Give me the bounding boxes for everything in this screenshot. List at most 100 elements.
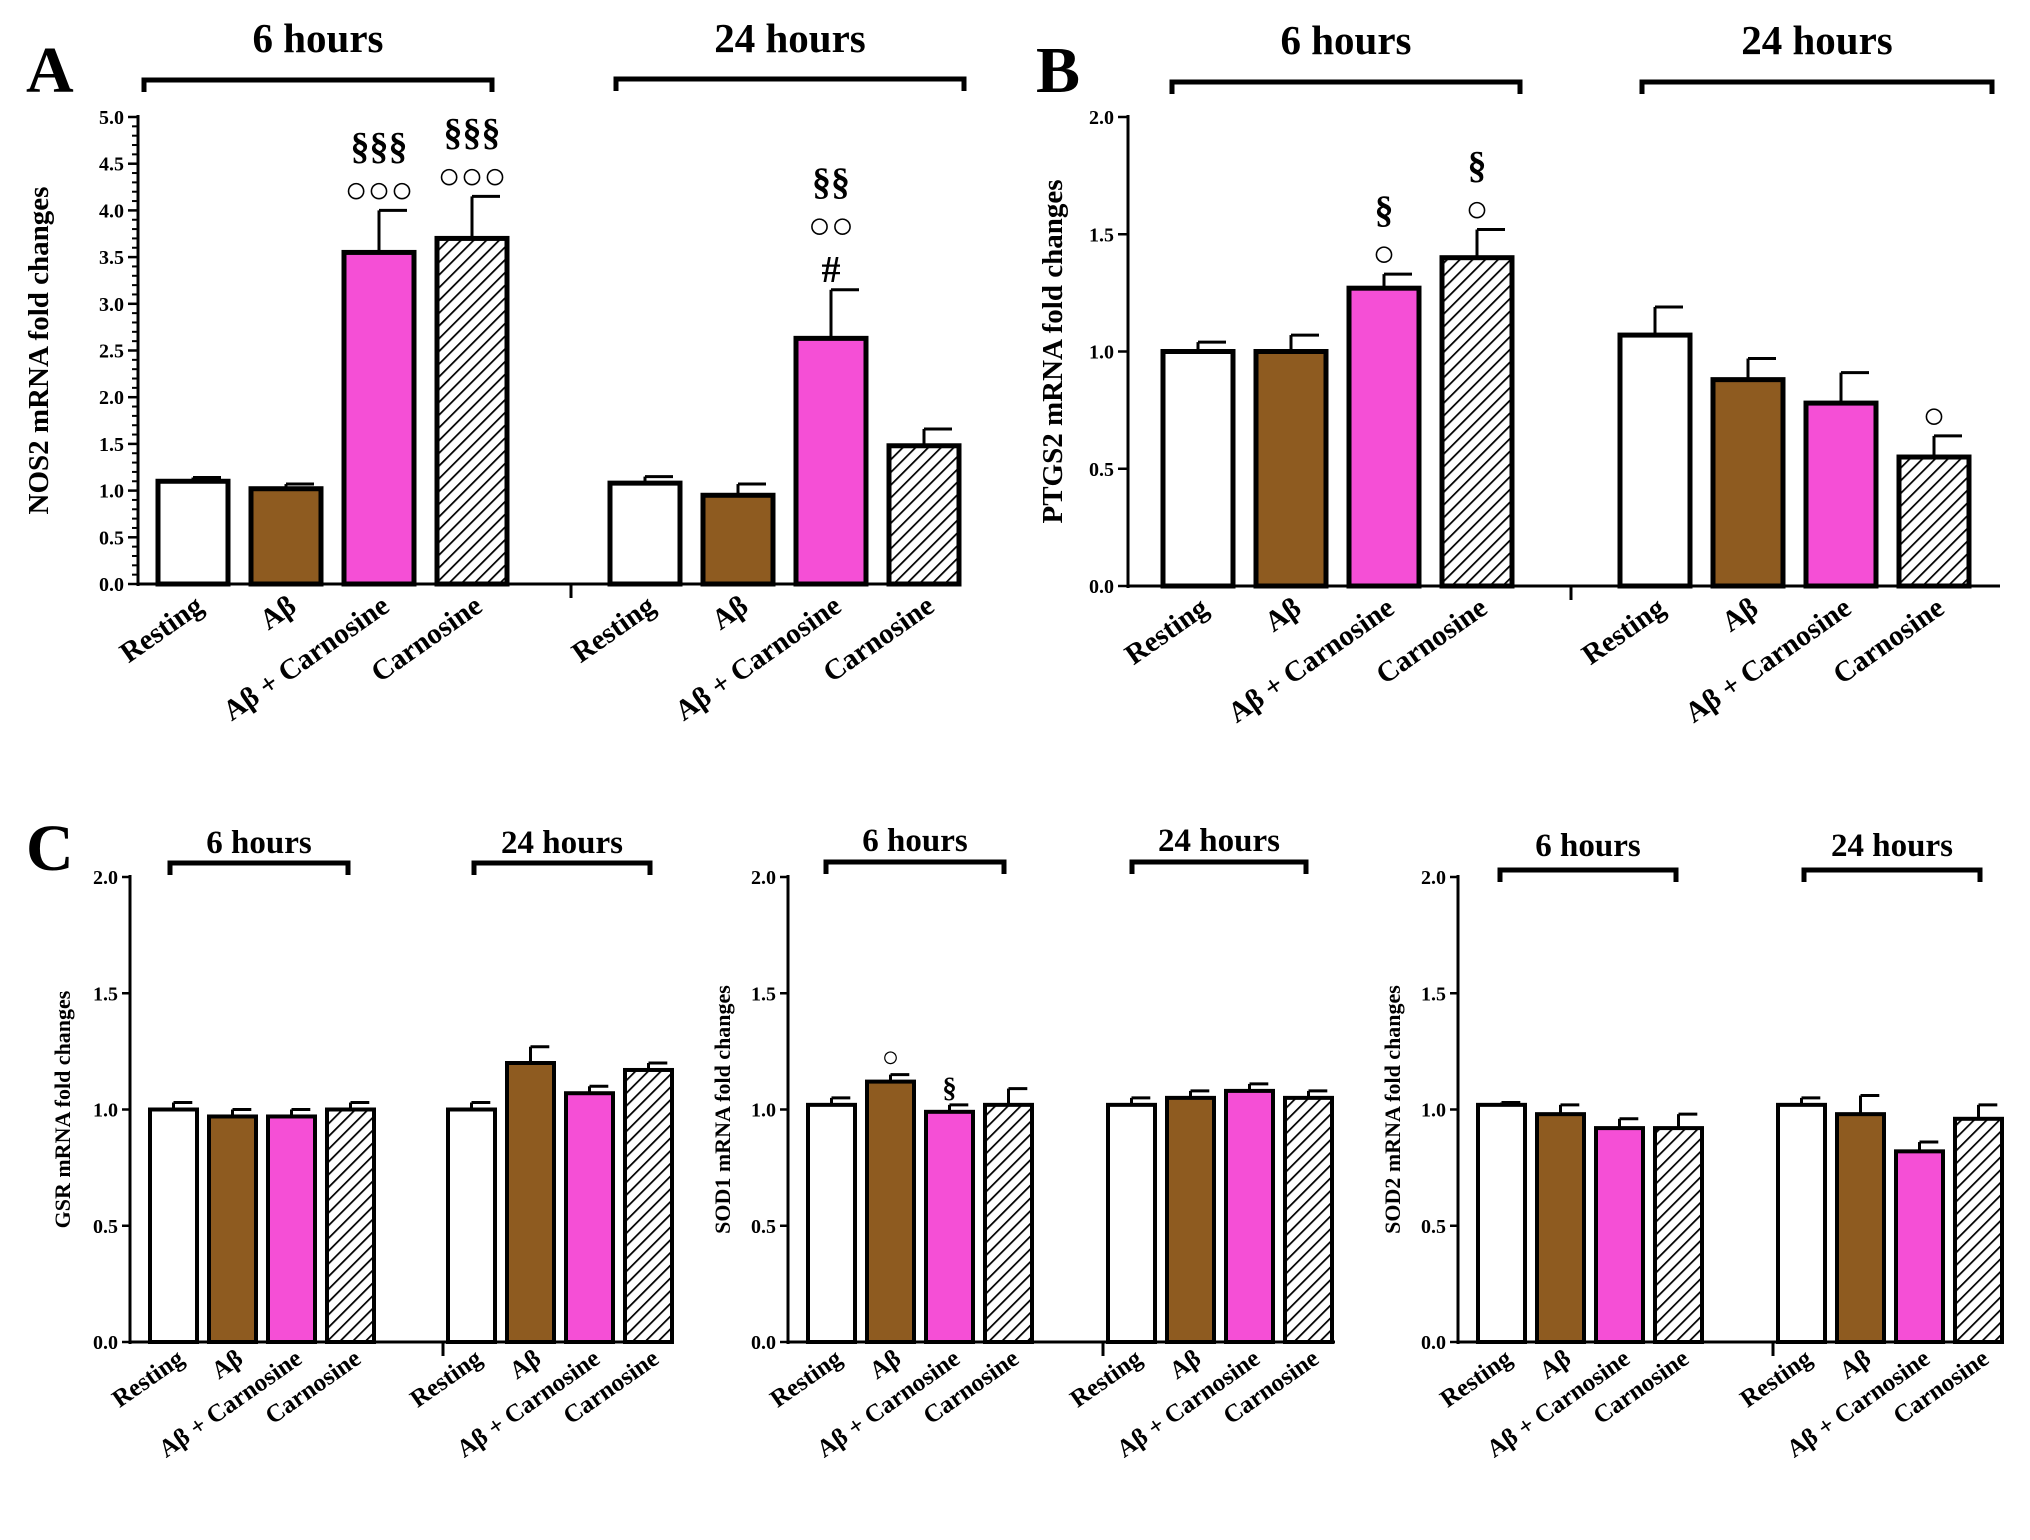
bar [1594,1126,1645,1344]
significance-annotation: ○○ [808,205,854,247]
significance-annotation: §§§ [444,111,501,153]
x-category-label: Aβ + Carnosine [1222,591,1400,729]
bar [623,1067,674,1344]
bar [325,1107,376,1344]
y-tick-label: 0.0 [1421,1332,1446,1354]
bar [207,1114,258,1344]
bar [446,1107,497,1344]
panel-2: B 0.0 0.5 1.0 1.5 2.0 PTGS2 mRNA fold changes 6… [1036,17,2000,729]
y-tick-label: 0.5 [1089,459,1114,481]
significance-annotation: ○○○ [438,155,507,197]
y-axis-label: GSR mRNA fold changes [50,990,75,1228]
significance-annotation: § [942,1072,957,1104]
significance-annotation: # [822,249,841,291]
y-tick-label: 3.0 [99,294,124,316]
bar [1253,349,1329,589]
bar [886,443,962,587]
y-tick-label: 0.5 [1421,1216,1446,1238]
group-bracket [613,76,967,91]
group-bracket [823,859,1007,874]
bar [1283,1095,1334,1344]
significance-annotation: ○ [882,1042,900,1074]
group-label: 6 hours [1280,17,1411,63]
y-tick-label: 1.0 [751,1100,776,1122]
bar [1106,1102,1157,1344]
bar [266,1114,317,1344]
panel-3: C 0.0 0.5 1.0 1.5 2.0 GSR mRNA fold changes 6 h… [26,812,674,1463]
bar [1653,1126,1704,1344]
group-bracket [1639,79,1995,94]
group-label: 24 hours [1158,823,1280,859]
group-bracket [1169,79,1523,94]
y-tick-label: 0.0 [99,574,124,596]
x-category-label: Aβ + Carnosine [217,589,395,727]
x-category-label: Resting [1735,1345,1817,1414]
chart-root: A 0.0 0.5 1.0 1.5 2.0 2.5 3.0 3.5 4.0 4.5 5.0 NOS2 m… [23,15,2004,1463]
group-bracket [1497,867,1679,882]
y-axis-label: SOD2 mRNA fold changes [1380,985,1405,1234]
significance-annotation: § [1468,145,1487,187]
significance-annotation: § [1375,189,1394,231]
panel-1: A 0.0 0.5 1.0 1.5 2.0 2.5 3.0 3.5 4.0 4.5 5.0 NOS2 m… [23,15,967,727]
y-tick-label: 1.0 [1089,342,1114,364]
bar [1896,454,1972,589]
significance-annotation: §§ [812,161,850,203]
significance-annotation: ○ [1923,395,1946,437]
x-category-label: Resting [107,1345,189,1414]
y-tick-label: 0.5 [99,527,124,549]
group-bracket [471,860,653,875]
significance-annotation: §§§ [351,125,408,167]
x-category-label: Resting [1435,1345,1517,1414]
bar [1224,1088,1275,1345]
bar [341,249,417,587]
bar [1346,285,1422,589]
y-tick-label: 0.0 [1089,576,1114,598]
group-label: 6 hours [1535,828,1641,864]
bar [1476,1102,1527,1344]
y-tick-label: 2.0 [1089,107,1114,129]
y-tick-label: 2.0 [99,387,124,409]
panel-5: 0.0 0.5 1.0 1.5 2.0 SOD2 mRNA fold changes 6 h… [1380,828,2004,1463]
y-tick-label: 0.0 [751,1332,776,1354]
y-tick-label: 1.5 [751,983,776,1005]
panel-4: 0.0 0.5 1.0 1.5 2.0 SOD1 mRNA fold changes 6 h… [710,823,1335,1463]
group-bracket [1801,867,1983,882]
bar [1776,1102,1827,1344]
group-bracket [141,77,495,92]
x-category-label: Aβ [1259,592,1307,639]
bar [865,1079,916,1344]
group-label: 6 hours [862,823,968,859]
x-category-label: Resting [1119,591,1214,671]
bar [924,1109,975,1344]
bar [505,1061,556,1344]
y-tick-label: 3.5 [99,247,124,269]
panel-label-A: A [26,34,74,107]
group-label: 24 hours [1741,17,1893,63]
y-tick-label: 0.5 [93,1216,118,1238]
y-tick-label: 4.0 [99,200,124,222]
significance-annotation: ○ [1373,233,1396,275]
y-tick-label: 1.0 [93,1100,118,1122]
bar [983,1102,1034,1344]
x-category-label: Aβ + Carnosine [669,589,847,727]
y-tick-label: 1.0 [1421,1100,1446,1122]
group-bracket [1129,859,1309,874]
y-tick-label: 2.0 [1421,867,1446,889]
y-axis-label: PTGS2 mRNA fold changes [1037,179,1069,523]
x-category-label: Aβ [1716,592,1764,639]
bar [155,478,231,587]
bar [1439,255,1515,589]
y-axis-label: NOS2 mRNA fold changes [23,187,55,515]
bar [793,335,869,587]
bar [1165,1095,1216,1344]
bar [148,1107,199,1344]
bar [607,480,683,587]
bar [806,1102,857,1344]
x-category-label: Resting [566,589,661,669]
bar [1535,1112,1586,1345]
y-tick-label: 2.0 [751,867,776,889]
group-label: 6 hours [206,825,312,861]
x-category-label: Resting [1065,1345,1147,1414]
x-category-label: Aβ + Carnosine [1679,591,1857,729]
x-category-label: Aβ [254,590,302,637]
